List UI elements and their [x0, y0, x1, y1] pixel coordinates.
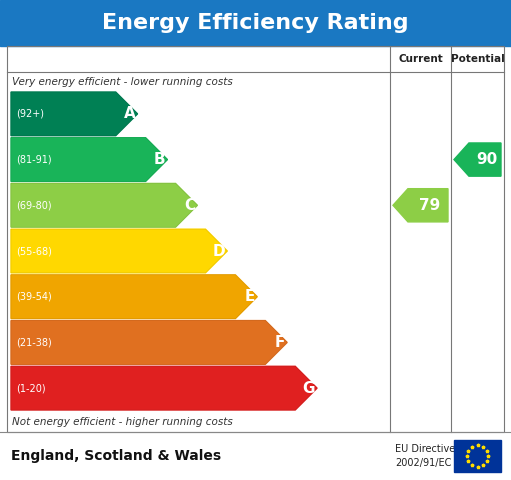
Bar [7, 46, 504, 432]
Polygon shape [11, 366, 317, 410]
Text: (81-91): (81-91) [16, 155, 52, 165]
Text: E: E [245, 289, 256, 304]
Polygon shape [11, 275, 257, 319]
Bar [454, 440, 501, 472]
Polygon shape [11, 92, 137, 136]
Text: A: A [124, 107, 135, 121]
Polygon shape [393, 189, 448, 222]
Text: 79: 79 [420, 198, 440, 213]
Polygon shape [11, 321, 287, 364]
Text: (92+): (92+) [16, 109, 44, 119]
Bar [0, 0, 511, 46]
Polygon shape [11, 183, 197, 227]
Text: England, Scotland & Wales: England, Scotland & Wales [11, 449, 221, 463]
Text: C: C [184, 198, 195, 213]
Text: Potential: Potential [451, 54, 504, 64]
Text: (69-80): (69-80) [16, 200, 52, 210]
Text: 90: 90 [476, 152, 498, 167]
Text: Not energy efficient - higher running costs: Not energy efficient - higher running co… [12, 417, 233, 427]
Text: 2002/91/EC: 2002/91/EC [395, 458, 451, 468]
Text: D: D [213, 243, 225, 259]
Text: Very energy efficient - lower running costs: Very energy efficient - lower running co… [12, 77, 233, 87]
Text: EU Directive: EU Directive [395, 444, 455, 454]
Text: F: F [275, 335, 285, 350]
Text: G: G [303, 381, 315, 396]
Polygon shape [11, 229, 227, 273]
Text: (1-20): (1-20) [16, 383, 45, 393]
Text: (21-38): (21-38) [16, 337, 52, 348]
Text: (39-54): (39-54) [16, 292, 52, 302]
Text: B: B [154, 152, 166, 167]
Text: (55-68): (55-68) [16, 246, 52, 256]
Text: Energy Efficiency Rating: Energy Efficiency Rating [102, 13, 409, 33]
Text: Current: Current [398, 54, 443, 64]
Polygon shape [11, 138, 168, 181]
Polygon shape [454, 143, 501, 176]
